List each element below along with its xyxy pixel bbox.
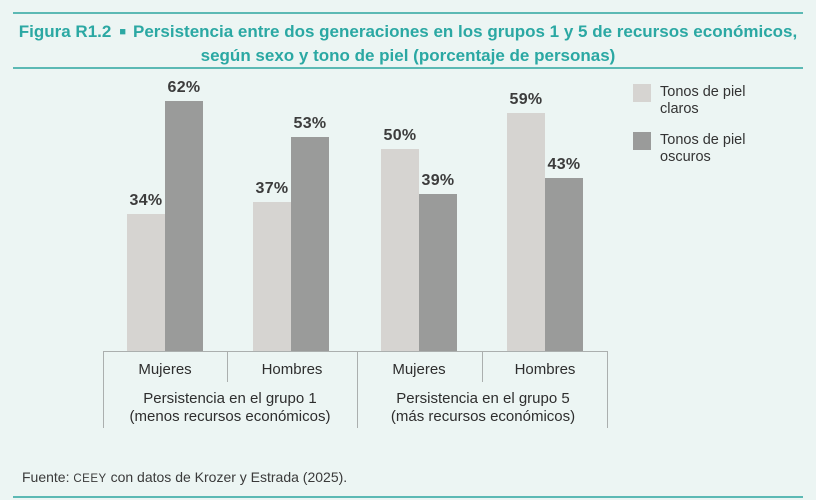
bar-value-label: 37%	[255, 180, 289, 197]
bar-value-label: 62%	[167, 79, 201, 96]
axis-tick-sex-divider-g5	[482, 351, 483, 382]
bar-oscuros-1: 53%	[291, 115, 329, 351]
legend-label-oscuros: Tonos de piel oscuros	[660, 132, 746, 165]
legend-swatch-oscuros	[633, 132, 651, 150]
legend-item-oscuros: Tonos de piel oscuros	[633, 132, 803, 166]
bar-value-label: 34%	[129, 192, 163, 209]
axis-tick-middle	[357, 351, 358, 428]
source-prefix: Fuente:	[22, 469, 74, 485]
legend-swatch-claros	[633, 84, 651, 102]
axis-label-g5-hombres: Hombres	[514, 361, 576, 378]
grupo5-label-line2: (más recursos económicos)	[390, 408, 576, 425]
title-bullet-icon: ■	[119, 26, 127, 38]
axis-tick-left	[103, 351, 104, 428]
bottom-rule	[13, 496, 803, 498]
bar-value-label: 53%	[293, 115, 327, 132]
axis-tick-right	[607, 351, 608, 428]
grupo5-label-line1: Persistencia en el grupo 5	[396, 390, 570, 407]
axis-group-label-grupo5: Persistencia en el grupo 5 (más recursos…	[391, 390, 575, 426]
axis-baseline	[103, 351, 608, 352]
bar-claros-3: 59%	[507, 91, 545, 351]
axis-group-label-grupo1: Persistencia en el grupo 1 (menos recurs…	[130, 390, 331, 426]
bar-oscuros-3: 43%	[545, 156, 583, 351]
bar-value-label: 50%	[383, 127, 417, 144]
bar-value-label: 43%	[547, 156, 581, 173]
figure-number: Figura R1.2	[18, 22, 112, 41]
bar-value-label: 59%	[509, 91, 543, 108]
top-rule	[13, 12, 803, 14]
axis-label-g5-mujeres: Mujeres	[392, 361, 446, 378]
figure-title: Figura R1.2 ■ Persistencia entre dos gener…	[13, 20, 803, 67]
source-note: Fuente: CEEY con datos de Krozer y Estra…	[22, 469, 347, 485]
bar-pair-grupo1-hombres: 37% 53%	[253, 115, 329, 351]
bar-claros-1: 37%	[253, 180, 291, 351]
title-line-2: según sexo y tono de piel (porcentaje de…	[200, 46, 616, 65]
legend: Tonos de piel claros Tonos de piel oscur…	[633, 84, 803, 180]
source-rest: con datos de Krozer y Estrada (2025).	[106, 469, 348, 485]
source-org: CEEY	[73, 473, 107, 485]
legend-item-claros: Tonos de piel claros	[633, 84, 803, 118]
axis-tick-sex-divider-g1	[227, 351, 228, 382]
bar-claros-0: 34%	[127, 192, 165, 351]
bar-pair-grupo5-mujeres: 50% 39%	[381, 127, 457, 351]
title-divider-rule	[13, 67, 803, 69]
legend-label-claros: Tonos de piel claros	[660, 84, 746, 117]
axis-label-g1-mujeres: Mujeres	[138, 361, 192, 378]
bar-oscuros-2: 39%	[419, 172, 457, 351]
grupo1-label-line1: Persistencia en el grupo 1	[143, 390, 317, 407]
bar-value-label: 39%	[421, 172, 455, 189]
bar-oscuros-0: 62%	[165, 79, 203, 351]
axis-label-g1-hombres: Hombres	[261, 361, 323, 378]
bar-claros-2: 50%	[381, 127, 419, 351]
grupo1-label-line2: (menos recursos económicos)	[129, 408, 331, 425]
bar-pair-grupo1-mujeres: 34% 62%	[127, 79, 203, 351]
bar-pair-grupo5-hombres: 59% 43%	[507, 91, 583, 351]
title-line-1: Persistencia entre dos generaciones en l…	[133, 22, 798, 41]
